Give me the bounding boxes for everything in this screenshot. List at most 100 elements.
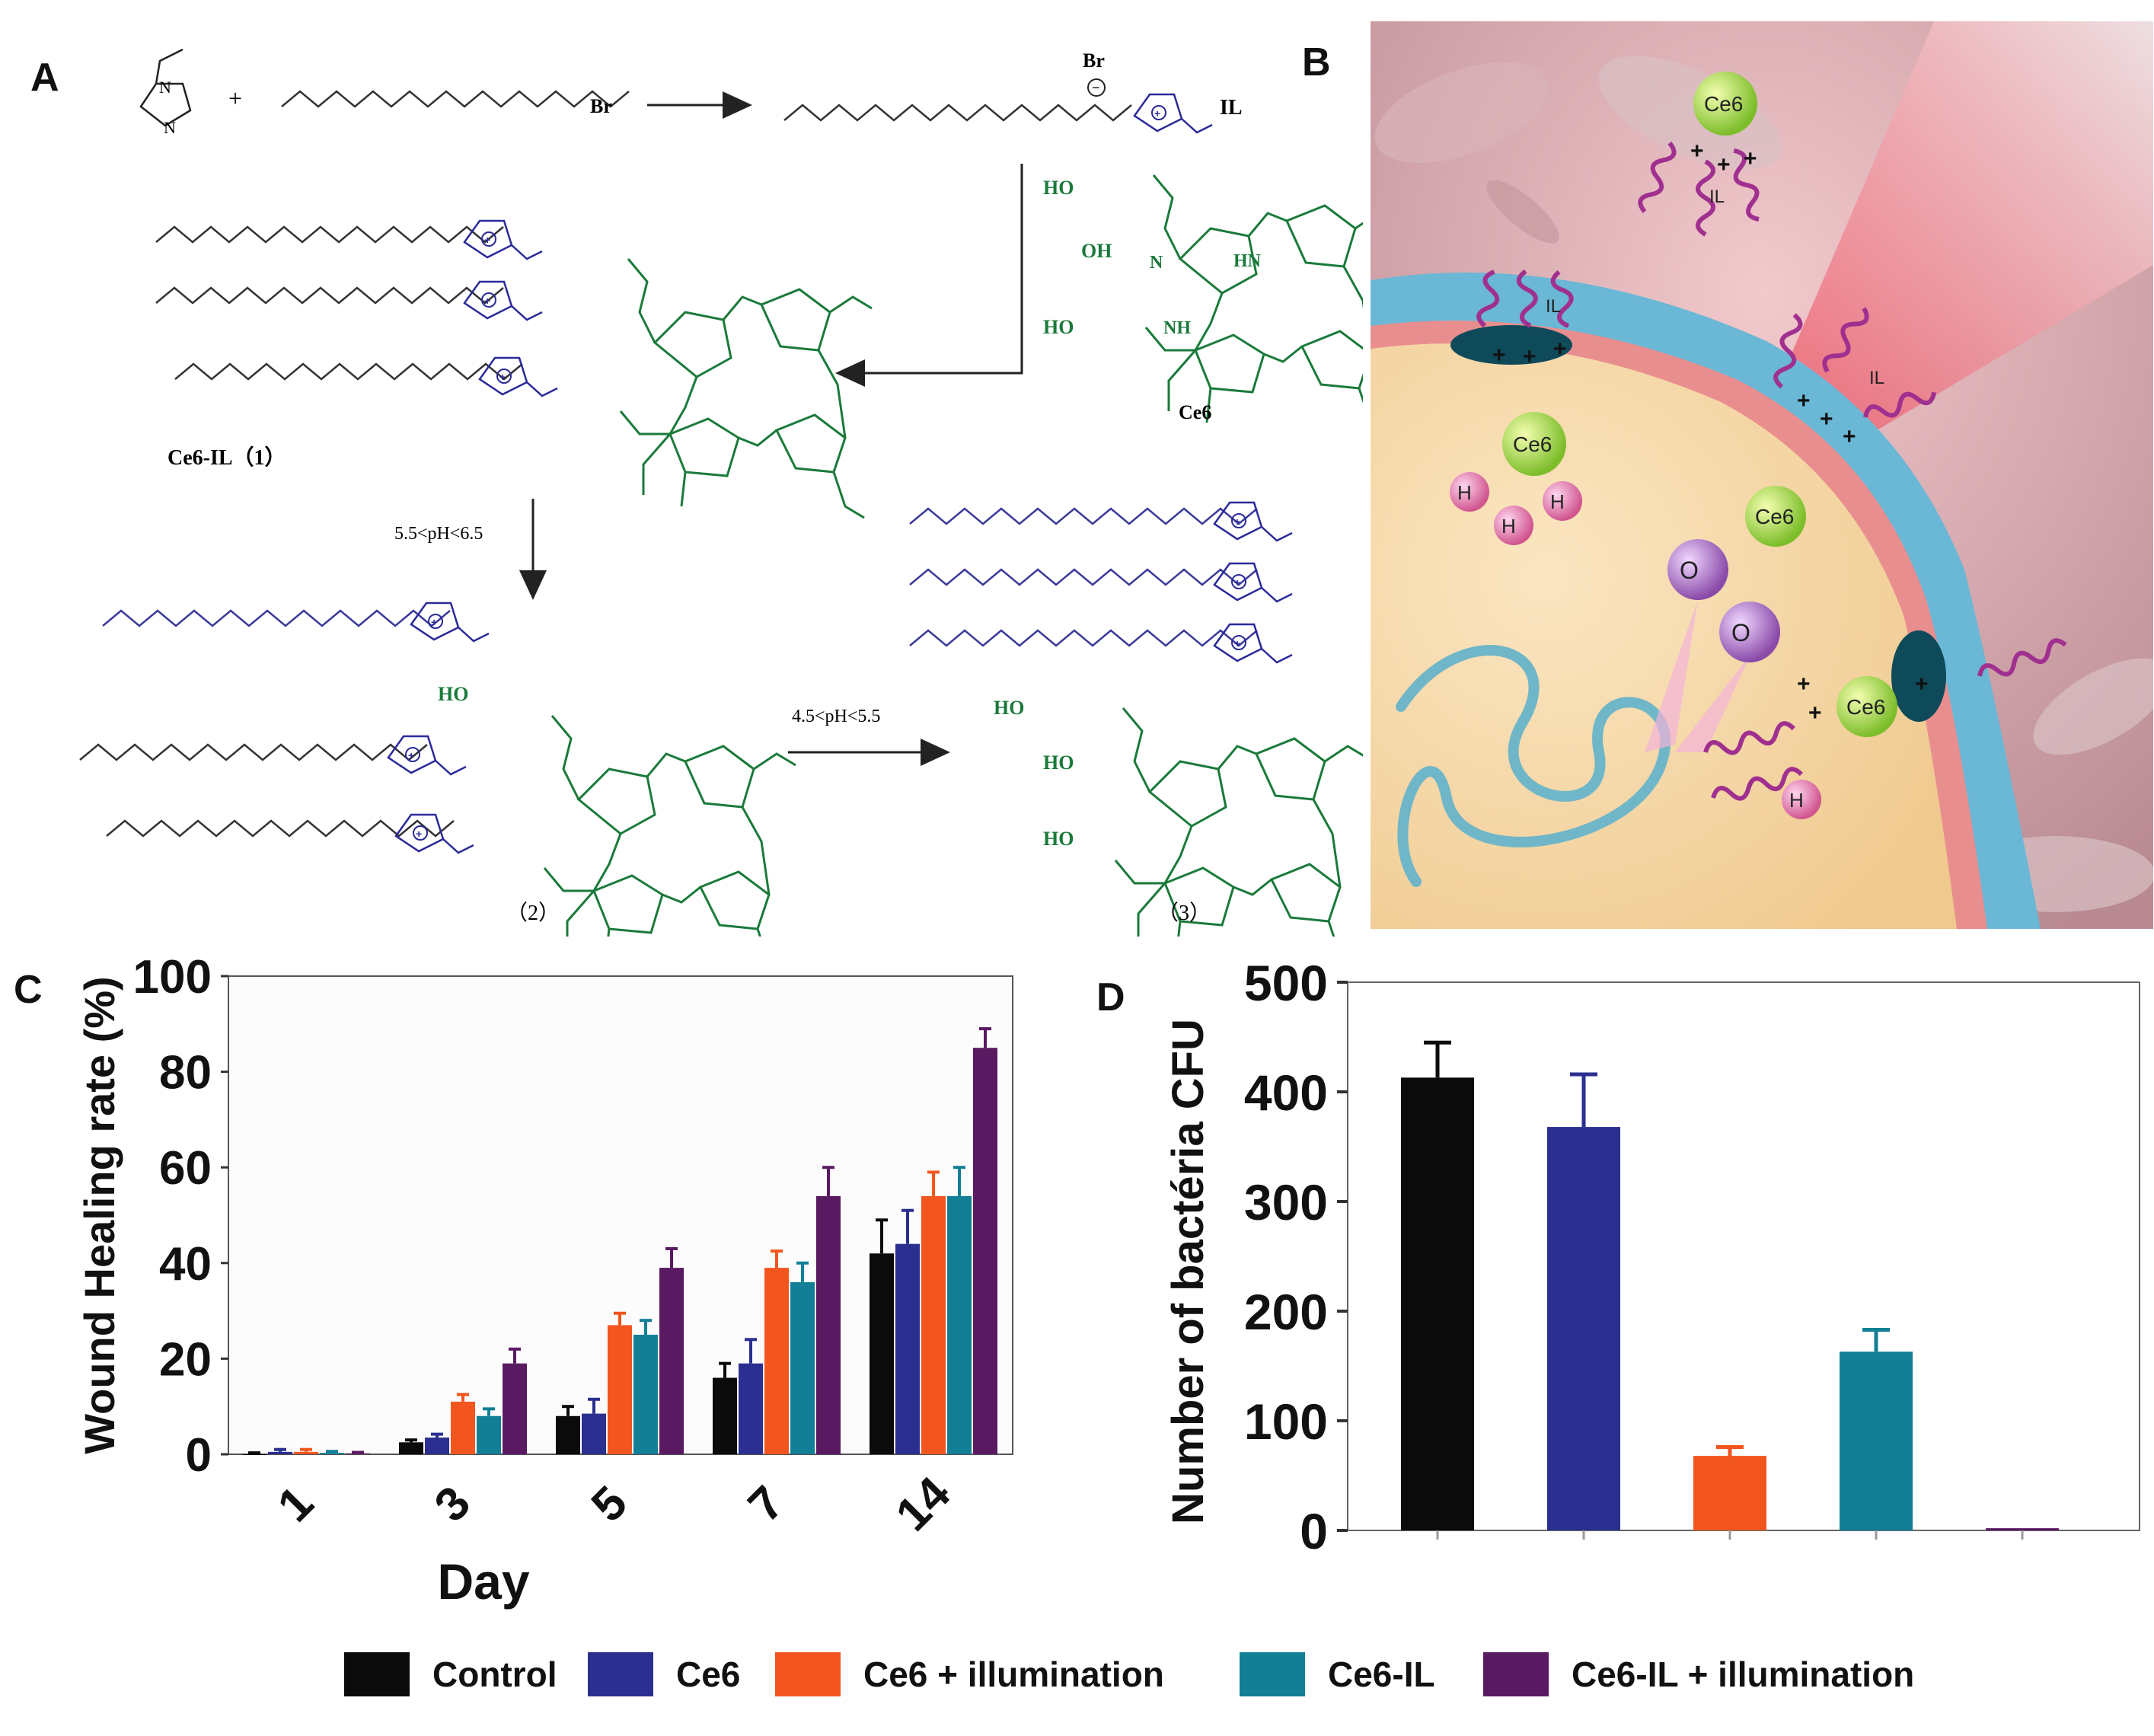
bar-ce6-il-day-14	[947, 1195, 972, 1454]
bar-ce6-il-illumination-day-7	[816, 1195, 841, 1454]
bar-ce6-day-1	[268, 1451, 292, 1454]
y-tick-label: 80	[159, 1047, 212, 1099]
y-tick-label: 500	[1244, 955, 1328, 1011]
bar-control-day-3	[399, 1442, 423, 1454]
y-tick-label: 60	[159, 1142, 212, 1195]
svg-text:HO: HO	[438, 683, 468, 705]
legend-item-ce6: Ce6	[588, 1652, 740, 1696]
svg-text:+: +	[228, 85, 242, 112]
bar-ce6-day-5	[582, 1413, 606, 1454]
bar-ce6-illumination-day-14	[921, 1195, 946, 1454]
bar-ce6-il-day-7	[790, 1281, 815, 1454]
bar-ce6-il	[1840, 1351, 1913, 1530]
plot-area	[1347, 981, 2140, 1531]
il-label-right: IL	[1869, 368, 1884, 388]
legend-label: Ce6-IL	[1328, 1655, 1435, 1694]
plus-charge: +	[1797, 388, 1811, 413]
bar-control-day-14	[870, 1253, 894, 1454]
panel-label-b: B	[1302, 40, 1331, 85]
bar-ce6-il-illumination-day-5	[659, 1268, 684, 1454]
bar-control-day-7	[713, 1377, 737, 1454]
bar-ce6-day-3	[425, 1438, 449, 1454]
condition-1: 5.5<pH<6.5	[394, 524, 483, 544]
x-tick-label: 3	[425, 1476, 480, 1532]
reaction-scheme: + N N + Br Br − IL	[78, 48, 1363, 937]
x-tick-label: 7	[739, 1476, 794, 1532]
legend-label: Ce6	[676, 1655, 741, 1694]
br-label-il: Br	[1083, 49, 1105, 72]
proton-label: H	[1789, 789, 1804, 812]
bar-ce6-day-7	[739, 1363, 763, 1454]
legend-swatch	[1483, 1652, 1549, 1696]
y-axis-label: Number of bactéria CFU	[1163, 1019, 1213, 1524]
plus-charge: +	[1523, 344, 1537, 369]
ho-label-1: HO	[1043, 177, 1074, 199]
y-tick-label: 300	[1244, 1174, 1328, 1230]
ce6-particle-label: Ce6	[1755, 505, 1794, 528]
proton-label: H	[1501, 515, 1516, 538]
singlet-oxygen-particle	[1719, 602, 1780, 662]
bar-control-day-1	[242, 1454, 266, 1455]
bar-ce6-il-day-3	[477, 1415, 501, 1454]
legend-item-ce6il: Ce6-IL	[1240, 1652, 1435, 1696]
legend-label: Ce6 + illumination	[863, 1655, 1164, 1694]
legend-item-control: Control	[344, 1652, 557, 1696]
nh-label: NH	[1163, 318, 1191, 338]
legend-item-ce6il-illumination: Ce6-IL + illumination	[1483, 1652, 1914, 1696]
legend-item-ce6-illumination: Ce6 + illumination	[775, 1652, 1164, 1696]
svg-text:HO: HO	[994, 697, 1024, 719]
panel-label-a: A	[30, 56, 59, 100]
bar-ce6	[1547, 1127, 1620, 1530]
y-tick-label: 0	[1300, 1503, 1328, 1559]
bar-control	[1401, 1077, 1474, 1530]
legend-label: Ce6-IL + illumination	[1572, 1655, 1915, 1694]
plus-charge: +	[1553, 337, 1567, 362]
x-tick-label: 1	[268, 1476, 324, 1532]
bar-ce6-il-illumination-day-3	[503, 1363, 527, 1454]
br-label: Br	[590, 95, 612, 117]
bar-ce6-il-illumination-day-14	[973, 1048, 997, 1454]
svg-text:−: −	[1092, 80, 1100, 95]
ce6-particle	[1693, 72, 1757, 136]
x-axis-label: Day	[437, 1553, 529, 1610]
bacteria-cfu-chart: 0 100 200 300 400 500 Number of bactéria CFU	[1163, 955, 2140, 1559]
proton-label: H	[1550, 490, 1565, 513]
panel-label-d: D	[1096, 975, 1125, 1020]
oh-label: OH	[1081, 240, 1112, 262]
il-label: IL	[1220, 96, 1243, 120]
singlet-oxygen-label: O	[1731, 619, 1750, 646]
ce6-particle	[1502, 412, 1566, 476]
proton-particle	[1494, 506, 1533, 545]
plus-charge: +	[1808, 700, 1822, 726]
condition-2: 4.5<pH<5.5	[792, 707, 880, 726]
bar-ce6-illumination-day-3	[451, 1401, 475, 1454]
bar-ce6-illumination-day-5	[608, 1325, 632, 1454]
il-label-left: IL	[1546, 296, 1561, 317]
proton-particle	[1782, 780, 1821, 819]
bar-ce6-illumination	[1693, 1456, 1766, 1530]
compound-3-label: （3）	[1157, 901, 1211, 925]
bar-ce6-il-day-5	[633, 1335, 658, 1454]
legend-label: Control	[432, 1655, 557, 1694]
bar-ce6-day-14	[895, 1243, 920, 1454]
y-tick-label: 100	[1244, 1393, 1328, 1450]
plus-charge: +	[1915, 672, 1929, 697]
y-tick-label: 400	[1244, 1064, 1328, 1121]
y-tick-label: 0	[186, 1429, 212, 1482]
legend-swatch	[1240, 1652, 1305, 1696]
y-tick-label: 40	[159, 1238, 212, 1291]
plus-charge: +	[1797, 672, 1811, 697]
proton-label: H	[1457, 481, 1472, 504]
plus-charge: +	[1690, 139, 1704, 164]
singlet-oxygen-particle	[1667, 539, 1728, 600]
ho-label-2: HO	[1043, 316, 1074, 338]
wound-healing-chart: 0 20 40 60 80 100 1 3 5 7 14 Day Wound Healing rate …	[75, 951, 1013, 1610]
mechanism-illustration: Ce6 Ce6 Ce6 Ce6 H H H H O O	[1371, 21, 2153, 929]
y-tick-label: 200	[1244, 1284, 1328, 1340]
proton-particle	[1543, 481, 1582, 521]
n-label: N	[1150, 253, 1163, 273]
ce6il-label: Ce6-IL（1）	[168, 445, 286, 470]
y-tick-label: 20	[159, 1333, 212, 1386]
plus-charge: +	[1820, 407, 1833, 432]
x-tick-label: 14	[886, 1466, 961, 1541]
